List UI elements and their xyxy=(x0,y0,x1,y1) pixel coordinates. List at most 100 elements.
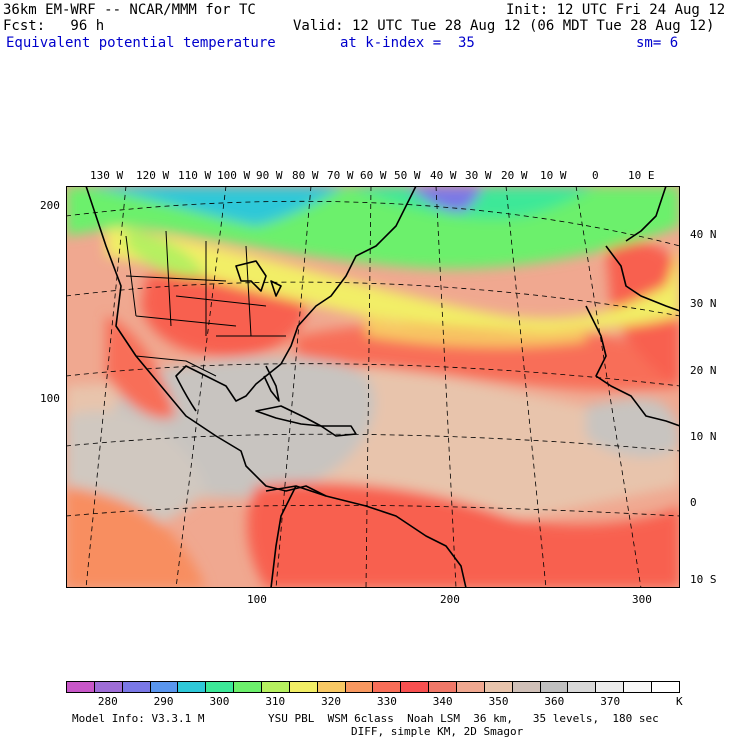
meridian-40w xyxy=(435,186,457,588)
grid-label-x100: 100 xyxy=(247,593,267,606)
colorbar-swatch xyxy=(289,682,318,692)
colorbar-tick-label: 370 xyxy=(600,695,621,708)
lon-label-110w: 110 W xyxy=(178,169,212,182)
meridian-20w xyxy=(505,186,547,588)
lon-label-30w: 30 W xyxy=(465,169,492,182)
lon-label-100w: 100 W xyxy=(217,169,251,182)
colorbar-tick-label: 280 xyxy=(97,695,118,708)
hispaniola xyxy=(320,425,357,437)
colorbar-tick-label: 340 xyxy=(432,695,453,708)
field-name: Equivalent potential temperature xyxy=(6,35,276,51)
colorbar-swatch xyxy=(401,682,430,692)
north-america-coast xyxy=(85,186,417,497)
colorbar-tick-label: 310 xyxy=(265,695,286,708)
colorbar-swatch xyxy=(540,682,569,692)
florida xyxy=(263,365,280,402)
field-grey-east xyxy=(586,398,680,457)
level-info: at k-index = 35 xyxy=(340,35,475,51)
lat-label-20n: 20 N xyxy=(690,364,717,377)
colorbar xyxy=(66,681,680,693)
colorbar-unit: K xyxy=(676,695,683,708)
colorbar-swatch xyxy=(178,682,207,692)
colorbar-swatch xyxy=(373,682,402,692)
lon-label-120w: 120 W xyxy=(136,169,170,182)
colorbar-swatch xyxy=(624,682,653,692)
diffusion-info: DIFF, simple KM, 2D Smagor xyxy=(351,725,524,738)
lat-label-30n: 30 N xyxy=(690,297,717,310)
colorbar-tick-label: 290 xyxy=(153,695,174,708)
colorbar-swatch xyxy=(512,682,541,692)
meridian-80w xyxy=(275,186,312,588)
parallel-30n xyxy=(66,281,680,317)
lon-label-90w: 90 W xyxy=(256,169,283,182)
lon-label-10e: 10 E xyxy=(628,169,655,182)
lon-label-130w: 130 W xyxy=(90,169,124,182)
field-teal-canada xyxy=(86,186,346,226)
lon-label-50w: 50 W xyxy=(394,169,421,182)
lon-label-70w: 70 W xyxy=(327,169,354,182)
colorbar-swatch xyxy=(568,682,597,692)
lat-label-0: 0 xyxy=(690,496,697,509)
lat-label-10s: 10 S xyxy=(690,573,717,586)
meridian-0 xyxy=(575,186,642,588)
lon-label-0: 0 xyxy=(592,169,599,182)
europe-africa-coast xyxy=(585,186,680,427)
colorbar-swatch xyxy=(94,682,123,692)
grid-label-x200: 200 xyxy=(440,593,460,606)
parallel-10n xyxy=(66,433,680,452)
colorbar-swatch xyxy=(150,682,179,692)
mexico-border xyxy=(135,355,217,377)
colorbar-tick-label: 350 xyxy=(488,695,509,708)
field-red-mexico xyxy=(106,316,176,419)
colorbar-swatch xyxy=(596,682,625,692)
great-lakes xyxy=(235,260,282,297)
field-yellow-north xyxy=(106,226,680,331)
lat-label-10n: 10 N xyxy=(690,430,717,443)
meridian-100w xyxy=(175,186,227,588)
parallel-40n xyxy=(66,200,680,247)
south-america-coast xyxy=(265,485,467,588)
graticule xyxy=(66,186,680,588)
grid-label-x300: 300 xyxy=(632,593,652,606)
theta-e-map xyxy=(66,186,680,588)
lon-label-10w: 10 W xyxy=(540,169,567,182)
us-state-borders xyxy=(125,230,286,337)
colorbar-swatch xyxy=(457,682,485,692)
lon-label-40w: 40 W xyxy=(430,169,457,182)
colorbar-swatch xyxy=(67,682,95,692)
meridian-60w xyxy=(365,186,372,588)
lon-label-20w: 20 W xyxy=(501,169,528,182)
colorbar-swatch xyxy=(234,682,263,692)
meridian-120w xyxy=(85,186,127,588)
colorbar-swatch xyxy=(206,682,235,692)
grid-label-y200: 200 xyxy=(40,199,60,212)
grid-label-y100: 100 xyxy=(40,392,60,405)
lat-label-40n: 40 N xyxy=(690,228,717,241)
model-title: 36km EM-WRF -- NCAR/MMM for TC xyxy=(3,2,256,18)
colorbar-tick-label: 300 xyxy=(209,695,230,708)
colorbar-tick-label: 320 xyxy=(321,695,341,708)
lon-label-80w: 80 W xyxy=(292,169,319,182)
parallel-0 xyxy=(66,504,680,517)
colorbar-tick-label: 360 xyxy=(544,695,565,708)
field-red-south-america xyxy=(247,482,680,588)
colorbar-swatch xyxy=(652,682,679,692)
colorbar-swatch xyxy=(345,682,374,692)
colorbar-swatch xyxy=(262,682,290,692)
colorbar-tick-label: 330 xyxy=(376,695,397,708)
forecast-hour: Fcst: 96 h xyxy=(3,18,105,34)
smoothing-info: sm= 6 xyxy=(636,35,679,51)
model-info: Model Info: V3.3.1 M xyxy=(72,712,205,725)
colorbar-swatch xyxy=(429,682,458,692)
colorbar-swatch xyxy=(317,682,346,692)
valid-time: Valid: 12 UTC Tue 28 Aug 12 (06 MDT Tue … xyxy=(293,18,715,34)
field-green-plains xyxy=(126,226,206,277)
physics-info: YSU PBL WSM 6class Noah LSM 36 km, 35 le… xyxy=(268,712,659,725)
field-red-pacific-south xyxy=(66,486,206,588)
field-blue-greenland xyxy=(406,186,484,212)
field-orange-northeast xyxy=(366,316,586,347)
colorbar-swatch xyxy=(122,682,151,692)
colorbar-swatch xyxy=(484,682,513,692)
init-time: Init: 12 UTC Fri 24 Aug 12 xyxy=(506,2,726,18)
coastlines xyxy=(85,186,680,588)
